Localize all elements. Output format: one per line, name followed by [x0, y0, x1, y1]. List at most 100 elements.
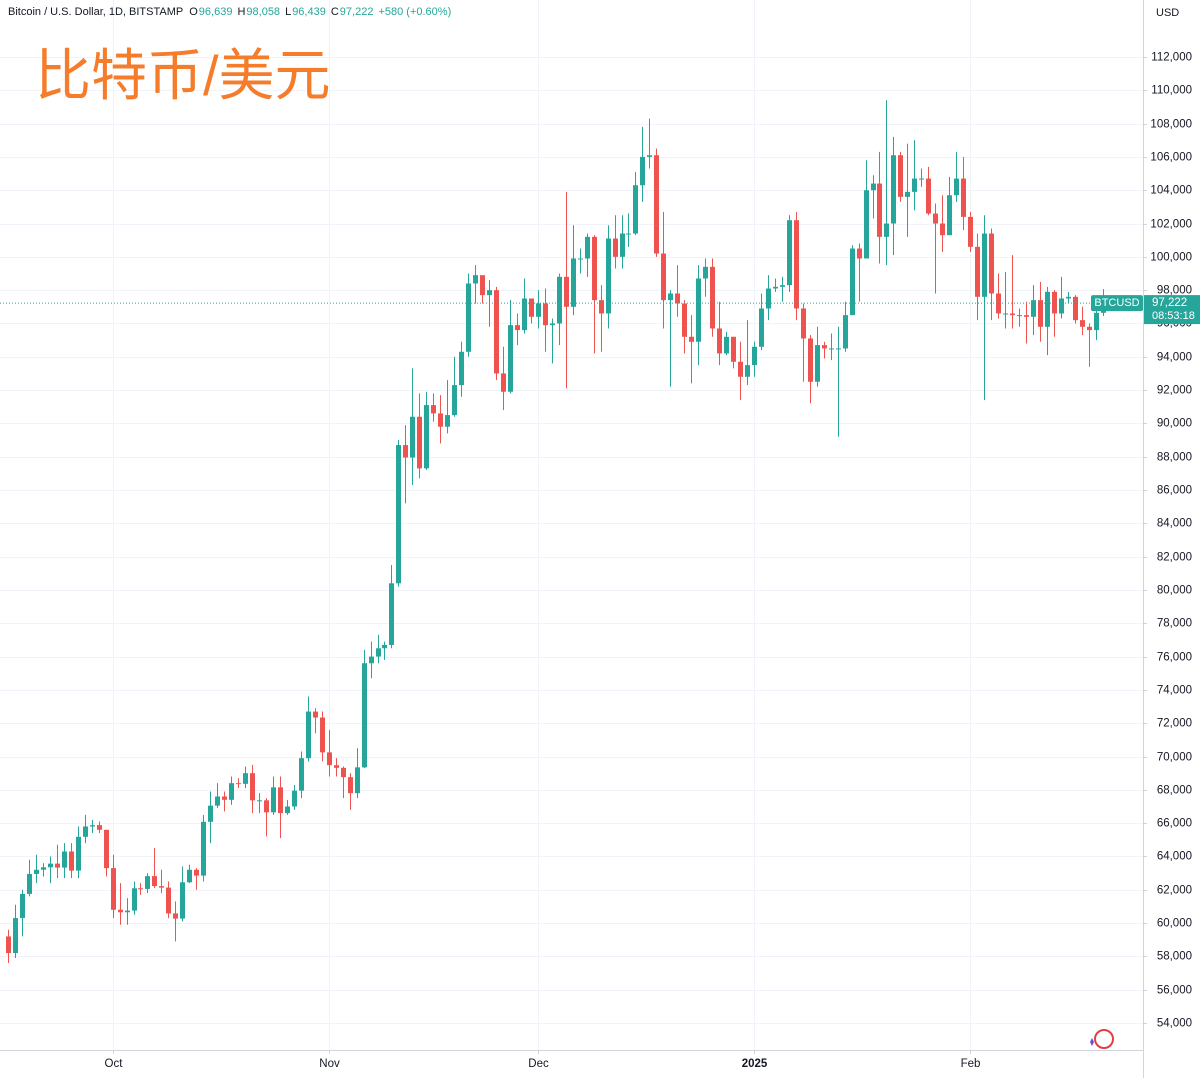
candle-body [585, 236, 590, 259]
candle-body [34, 869, 39, 874]
candle-body [919, 178, 924, 180]
candle-body [278, 787, 283, 814]
candle-body [640, 156, 645, 186]
candle-body [41, 867, 46, 870]
candle-body [1052, 291, 1057, 314]
candle-body [996, 293, 1001, 314]
y-tick-label: 74,000 [1157, 685, 1192, 697]
candle-body [369, 656, 374, 664]
candle-body [891, 155, 896, 224]
y-tick-label: 112,000 [1151, 52, 1192, 64]
countdown: 08:53:18 [1152, 310, 1195, 322]
candle-body [982, 233, 987, 297]
candle-body [606, 238, 611, 314]
candle-body [13, 918, 18, 954]
candle-body [264, 800, 269, 813]
candle-body [132, 888, 137, 911]
candle-body [90, 825, 95, 827]
logo [1090, 1029, 1114, 1049]
candle-body [313, 711, 318, 718]
candle-body [822, 345, 827, 349]
y-tick-label: 78,000 [1157, 618, 1192, 630]
y-tick-label: 64,000 [1157, 851, 1192, 863]
candle-body [724, 336, 729, 354]
candle-body [111, 868, 116, 910]
y-tick-label: 60,000 [1157, 918, 1192, 930]
ohlc-value: 97,222 [340, 6, 374, 18]
candle-body [494, 290, 499, 374]
candle-body [159, 886, 164, 888]
candle-body [306, 711, 311, 759]
candle-body [912, 178, 917, 192]
candle-body [452, 385, 457, 416]
candle-body [989, 233, 994, 294]
y-tick-label: 58,000 [1157, 951, 1192, 963]
candle-body [947, 195, 952, 236]
candle-body [829, 348, 834, 350]
candle-body [933, 213, 938, 224]
candle-body [501, 373, 506, 392]
grid [0, 0, 1143, 1050]
candle-body [787, 220, 792, 286]
candle-body [675, 293, 680, 304]
candle-body [613, 238, 618, 257]
y-tick-label: 86,000 [1157, 485, 1192, 497]
candle-body [1031, 300, 1036, 317]
candle-body [975, 246, 980, 297]
candle-body [1094, 312, 1099, 331]
y-tick-label: 82,000 [1157, 552, 1192, 564]
last-name: BTCUSD [1094, 297, 1139, 309]
candle-body [1080, 320, 1085, 327]
candle-body [773, 286, 778, 289]
candle-body [550, 323, 555, 326]
candle-body [592, 236, 597, 301]
candle-body [285, 806, 290, 814]
candle-body [968, 216, 973, 247]
candle-body [480, 275, 485, 296]
candle-body [626, 233, 631, 235]
candle-body [703, 266, 708, 279]
candle-body [299, 758, 304, 791]
candle-body [1010, 313, 1015, 316]
candle-body [271, 787, 276, 813]
x-tick-label: 2025 [742, 1058, 768, 1070]
candle-body [522, 298, 527, 331]
candle-body [194, 869, 199, 876]
y-tick-label: 72,000 [1157, 718, 1192, 730]
candle-body [257, 800, 262, 802]
candle-body [1073, 296, 1078, 321]
candle-body [633, 185, 638, 234]
candle-body [320, 717, 325, 753]
ohlc-key: L [285, 6, 291, 18]
candle-body [529, 298, 534, 317]
candle-body [515, 325, 520, 331]
y-tick-label: 66,000 [1157, 818, 1192, 830]
candle-body [1087, 326, 1092, 331]
chart-title: 比特币/美元 [35, 44, 331, 107]
candle-body [898, 155, 903, 197]
candle-body [424, 405, 429, 469]
candles [6, 100, 1106, 964]
candle-body [48, 863, 53, 868]
candle-body [738, 361, 743, 377]
candle-body [752, 346, 757, 366]
candle-body [864, 190, 869, 259]
last-name-box [1091, 295, 1143, 312]
ohlc-value: 98,058 [246, 6, 280, 18]
candle-body [76, 836, 81, 871]
candle-body [445, 415, 450, 427]
y-tick-label: 80,000 [1157, 585, 1192, 597]
candle-body [27, 873, 32, 894]
candle-body [62, 851, 67, 868]
candle-body [180, 882, 185, 919]
candle-body [926, 178, 931, 214]
candle-body [166, 887, 171, 914]
ohlc-value: 96,439 [292, 6, 326, 18]
candle-body [229, 783, 234, 800]
candle-body [104, 829, 109, 869]
currency: USD [1156, 7, 1179, 19]
y-tick-label: 98,000 [1157, 285, 1192, 297]
candle-body [341, 767, 346, 778]
